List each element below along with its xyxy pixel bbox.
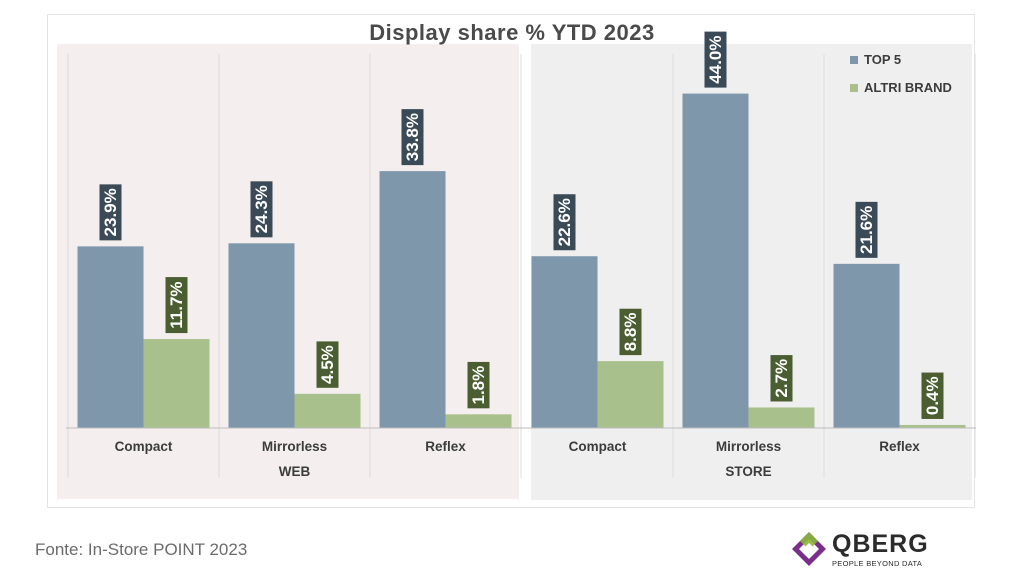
data-label-box xyxy=(250,181,273,238)
bar-store-compact-top5 xyxy=(531,256,598,428)
qberg-logo: QBERG PEOPLE BEYOND DATA xyxy=(790,530,930,570)
bar-store-mirrorless-altri xyxy=(748,407,815,428)
category-label: Mirrorless xyxy=(716,439,781,454)
data-label: 33.8% xyxy=(403,113,422,161)
bar-store-reflex-top5 xyxy=(833,263,900,428)
data-label-box xyxy=(401,109,424,166)
bar-store-mirrorless-top5 xyxy=(682,93,749,428)
legend-swatch xyxy=(850,56,858,64)
legend-label: ALTRI BRAND xyxy=(864,80,952,95)
source-note: Fonte: In-Store POINT 2023 xyxy=(35,540,248,559)
category-label: Compact xyxy=(569,439,627,454)
bar-web-mirrorless-top5 xyxy=(228,243,295,428)
group-label: STORE xyxy=(725,464,771,479)
logo-name: QBERG xyxy=(832,530,929,558)
bar-web-compact-top5 xyxy=(77,246,144,428)
bar-web-reflex-altri xyxy=(445,414,512,428)
data-label-box xyxy=(855,201,878,258)
data-label-box xyxy=(467,361,490,409)
data-label-box xyxy=(553,194,576,251)
logo-tagline: PEOPLE BEYOND DATA xyxy=(832,559,923,568)
data-label: 44.0% xyxy=(706,35,725,83)
data-label-box xyxy=(770,355,793,402)
category-label: Reflex xyxy=(425,439,466,454)
data-label: 8.8% xyxy=(621,313,640,352)
data-label: 0.4% xyxy=(923,376,942,415)
data-label-box xyxy=(921,372,944,419)
data-label-box xyxy=(704,31,727,88)
bar-web-mirrorless-altri xyxy=(294,393,361,428)
legend-swatch xyxy=(850,84,858,92)
bar-store-reflex-altri xyxy=(899,424,966,428)
bar-web-reflex-top5 xyxy=(379,171,446,428)
data-label-box xyxy=(619,308,642,356)
logo-mark-icon xyxy=(792,532,826,566)
chart-title: Display share % YTD 2023 xyxy=(369,20,655,45)
data-label: 2.7% xyxy=(772,359,791,398)
bar-store-compact-altri xyxy=(597,361,664,428)
data-label: 1.8% xyxy=(469,366,488,405)
bar-web-compact-altri xyxy=(143,339,210,428)
data-label-box xyxy=(316,341,339,388)
data-label-box xyxy=(99,184,122,241)
group-label: WEB xyxy=(279,464,311,479)
data-label: 22.6% xyxy=(555,198,574,246)
data-label-box xyxy=(165,277,188,334)
category-label: Mirrorless xyxy=(262,439,327,454)
data-label: 23.9% xyxy=(101,188,120,236)
data-label: 11.7% xyxy=(167,281,186,328)
data-label: 4.5% xyxy=(318,345,337,384)
data-label: 24.3% xyxy=(252,185,271,233)
data-label: 21.6% xyxy=(857,206,876,254)
legend-label: TOP 5 xyxy=(864,52,901,67)
category-label: Reflex xyxy=(879,439,920,454)
category-label: Compact xyxy=(115,439,173,454)
